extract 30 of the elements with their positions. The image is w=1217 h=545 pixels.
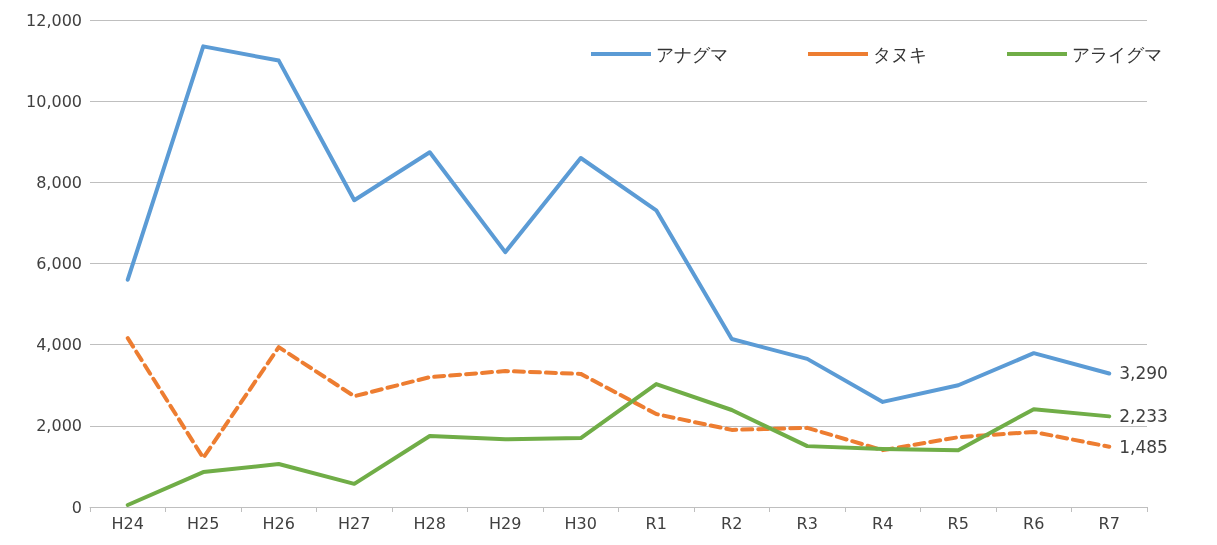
- legend-label: アライグマ: [1072, 43, 1162, 65]
- x-tick-label: R7: [1098, 513, 1120, 533]
- x-tick-label: H24: [111, 513, 144, 533]
- x-tick-label: R3: [796, 513, 818, 533]
- x-tick-label: H25: [187, 513, 220, 533]
- y-tick-label: 12,000: [26, 10, 82, 30]
- y-tick-label: 4,000: [36, 335, 82, 355]
- line-series: [125, 382, 1112, 507]
- y-tick-label: 0: [71, 497, 82, 517]
- x-tick-label: H26: [262, 513, 295, 533]
- y-tick-label: 8,000: [36, 172, 82, 192]
- x-tick-label: R1: [645, 513, 667, 533]
- x-tick-label: H29: [489, 513, 522, 533]
- y-tick-label: 10,000: [26, 91, 82, 111]
- y-tick-label: 6,000: [36, 254, 82, 273]
- x-tick-label: H28: [413, 513, 446, 533]
- data-label: 2,233: [1119, 406, 1168, 427]
- x-tick-label: R5: [947, 513, 969, 533]
- x-tick-label: R6: [1023, 513, 1045, 533]
- x-tick-label: H27: [338, 513, 371, 533]
- x-tick-label: R2: [721, 513, 743, 533]
- line-series: [125, 336, 1112, 460]
- legend-label: アナグマ: [656, 43, 728, 65]
- x-tick-label: H30: [564, 513, 597, 533]
- x-tick-label: R4: [872, 513, 894, 533]
- line-series: [125, 44, 1112, 404]
- data-label: 1,485: [1119, 436, 1168, 457]
- data-label: 3,290: [1119, 363, 1168, 384]
- y-tick-label: 2,000: [36, 416, 82, 436]
- legend-label: タヌキ: [873, 43, 927, 65]
